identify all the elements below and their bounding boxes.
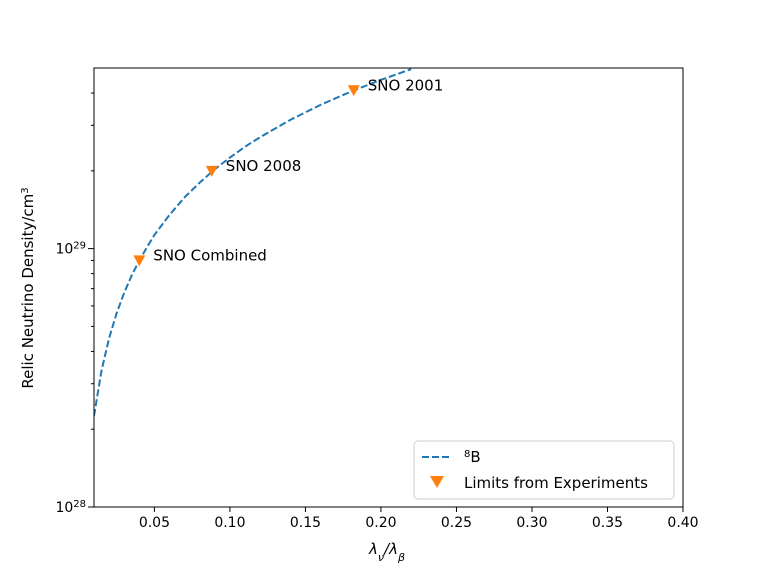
legend-marker-swatch (430, 476, 444, 488)
annotation-layer: SNO Combined SNO 2008 SNO 2001 (153, 76, 443, 264)
legend-box (413, 440, 675, 500)
x-tick-label: 0.40 (667, 515, 698, 531)
x-tick-label: 0.25 (441, 515, 472, 531)
legend-label-8b: 8B (464, 448, 481, 466)
x-tick-label: 0.05 (139, 515, 170, 531)
series-8b-line (94, 68, 412, 417)
x-tick-label: 0.30 (516, 515, 547, 531)
y-axis-ticks: 1028 1029 (55, 92, 94, 517)
y-tick-label: 1029 (55, 240, 86, 258)
y-axis-label: Relic Neutrino Density/cm3 (19, 187, 37, 388)
y-tick-label: 1028 (55, 499, 86, 517)
annotation-label: SNO Combined (153, 246, 267, 264)
x-axis-label: λν/λβ (368, 540, 405, 564)
legend: 8B Limits from Experiments (413, 440, 675, 500)
experiment-limit-marker (205, 165, 218, 177)
x-tick-label: 0.10 (214, 515, 245, 531)
annotation-label: SNO 2001 (368, 76, 444, 94)
axes-frame (93, 67, 684, 508)
x-tick-label: 0.35 (592, 515, 623, 531)
x-tick-label: 0.15 (290, 515, 321, 531)
series-layer (94, 68, 412, 417)
marker-layer (133, 85, 360, 267)
experiment-limit-marker (133, 255, 146, 267)
legend-label-limits: Limits from Experiments (464, 474, 648, 492)
experiment-limit-marker (347, 85, 360, 97)
x-tick-label: 0.20 (365, 515, 396, 531)
x-axis-ticks: 0.05 0.10 0.15 0.20 0.25 0.30 0.35 0.40 (139, 507, 699, 531)
annotation-label: SNO 2008 (226, 157, 301, 175)
